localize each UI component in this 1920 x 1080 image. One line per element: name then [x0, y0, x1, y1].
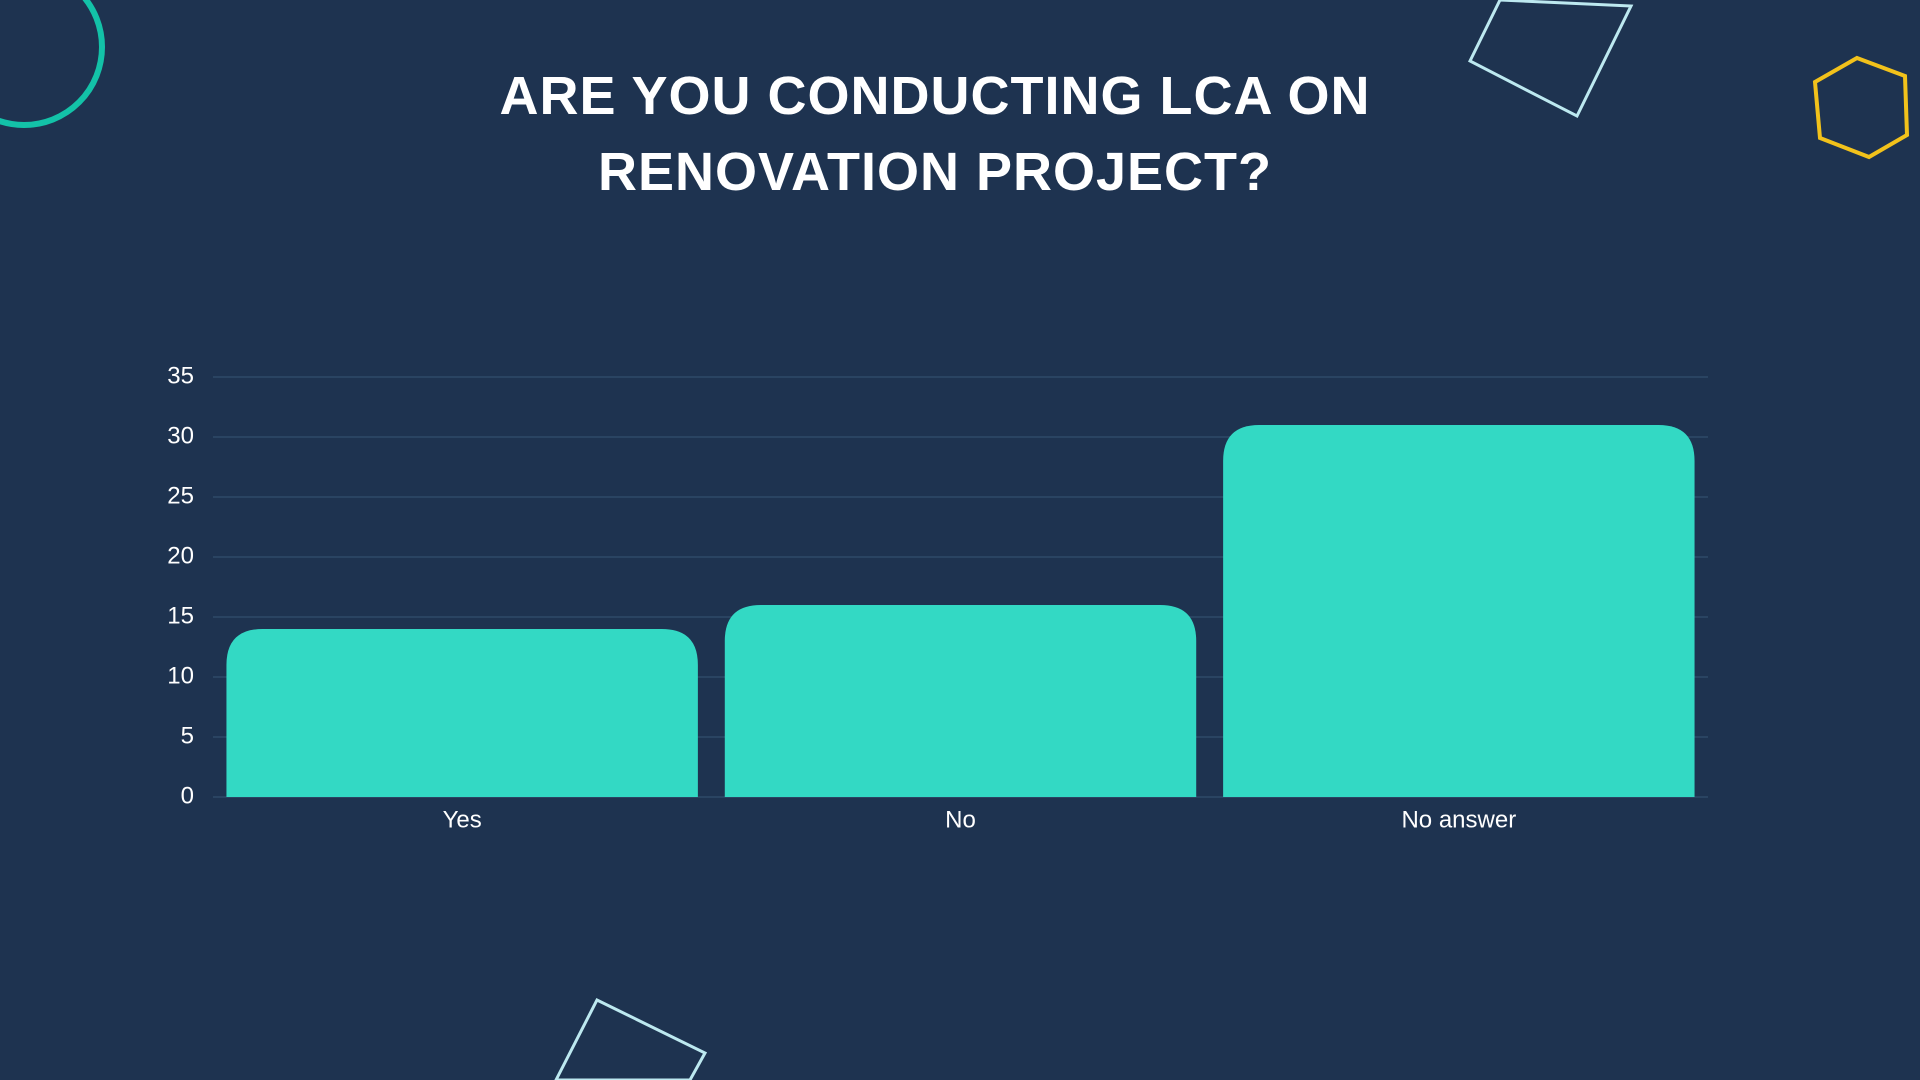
bar	[724, 605, 1197, 797]
bar	[1223, 425, 1695, 797]
decor-circle	[0, 0, 105, 128]
y-tick-label: 0	[181, 782, 194, 809]
chart-title: ARE YOU CONDUCTING LCA ON RENOVATION PRO…	[499, 66, 1371, 202]
y-tick-label: 20	[167, 542, 194, 569]
decor-hexagon	[1812, 55, 1910, 160]
x-tick-label: No answer	[1401, 806, 1516, 833]
y-tick-label: 10	[167, 662, 194, 689]
x-tick-label: Yes	[443, 806, 482, 833]
y-tick-label: 35	[167, 362, 194, 389]
decor-square	[1468, 0, 1634, 119]
x-tick-label: No	[945, 806, 976, 833]
y-tick-label: 30	[167, 422, 194, 449]
bar	[226, 629, 698, 797]
y-tick-label: 15	[167, 602, 194, 629]
y-tick-label: 25	[167, 482, 194, 509]
y-tick-label: 5	[181, 722, 194, 749]
decor-square	[554, 998, 708, 1080]
